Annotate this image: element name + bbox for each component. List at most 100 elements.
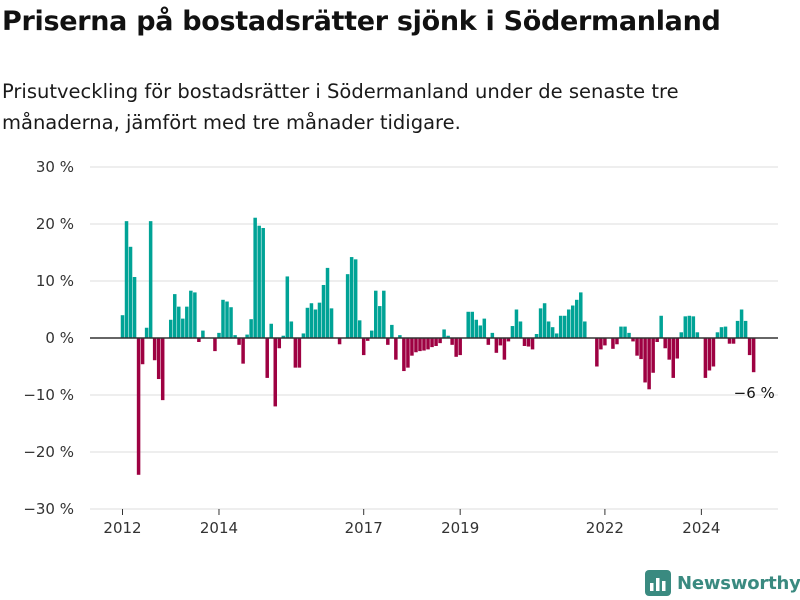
x-tick-label: 2014: [200, 519, 238, 537]
bar: [185, 306, 189, 338]
bar: [651, 338, 655, 373]
bar: [595, 338, 599, 367]
bar: [402, 338, 406, 372]
bar: [534, 334, 539, 338]
bar: [743, 320, 748, 338]
bar: [454, 338, 458, 357]
bar: [273, 338, 278, 407]
bar: [289, 321, 294, 338]
y-tick-label: 0 %: [45, 329, 74, 347]
bar: [478, 325, 483, 338]
axis-labels: 30 % 20 % 10 % 0 % −10 % −20 % −30 % 2012 2014 20…: [23, 158, 774, 537]
bar: [225, 301, 229, 338]
bar: [430, 338, 434, 348]
bar: [237, 338, 241, 345]
bar: [374, 290, 378, 338]
bar: [410, 338, 414, 356]
bar: [663, 338, 667, 349]
bar: [683, 316, 688, 338]
bar: [257, 225, 261, 338]
gridlines: [90, 166, 778, 510]
bar-chart: 30 % 20 % 10 % 0 % −10 % −20 % −30 % 2012 2014 20…: [23, 158, 778, 537]
bar: [695, 332, 700, 338]
bar: [241, 338, 245, 364]
bar: [747, 338, 752, 356]
bar: [643, 338, 647, 383]
bar: [193, 292, 197, 338]
bar: [229, 307, 233, 338]
bar: [611, 338, 615, 349]
bar: [679, 332, 684, 338]
page-title: Priserna på bostadsrätter sjönk i Söderm…: [2, 6, 721, 37]
bar: [659, 315, 663, 338]
x-tick-label: 2024: [682, 519, 720, 537]
bar: [361, 338, 366, 356]
bar: [217, 332, 221, 338]
bar: [466, 311, 470, 338]
bar: [136, 338, 141, 475]
bar: [148, 221, 153, 338]
bar: [446, 335, 450, 338]
bar: [458, 338, 462, 356]
bar: [213, 338, 217, 352]
bar: [390, 324, 394, 338]
bar: [627, 332, 631, 338]
bar: [305, 307, 310, 338]
bar: [450, 338, 454, 345]
bar: [647, 338, 651, 390]
bar: [406, 338, 410, 368]
bar: [317, 302, 322, 338]
bar: [197, 338, 201, 342]
bar: [418, 338, 422, 352]
bar: [619, 326, 623, 338]
bar: [739, 309, 744, 338]
bar: [711, 338, 716, 367]
bar: [506, 338, 511, 342]
bar: [562, 315, 567, 338]
bar: [691, 316, 696, 338]
bar: [168, 319, 173, 338]
bar: [526, 338, 531, 347]
bar: [128, 246, 133, 338]
bar: [675, 338, 680, 359]
bar: [297, 338, 302, 368]
bar: [518, 321, 523, 338]
bar: [337, 338, 342, 345]
bar: [615, 338, 619, 345]
bar: [156, 338, 161, 380]
bar: [631, 338, 635, 342]
bar: [502, 338, 507, 360]
bar: [603, 338, 607, 346]
bar: [687, 315, 692, 338]
bar: [715, 332, 720, 338]
bar: [329, 308, 334, 338]
bar: [470, 311, 474, 338]
bar: [177, 306, 181, 338]
bar: [583, 321, 587, 338]
bar: [353, 259, 358, 338]
bar: [369, 330, 374, 338]
y-tick-label: 30 %: [36, 158, 74, 176]
bar: [422, 338, 426, 351]
bar: [575, 299, 579, 338]
page-subtitle: Prisutveckling för bostadsrätter i Söder…: [2, 80, 679, 134]
bar: [313, 309, 318, 338]
bar: [538, 308, 543, 338]
bar: [510, 326, 515, 338]
bar: [623, 326, 627, 338]
y-tick-label: −20 %: [23, 443, 74, 461]
brand-name: Newsworthy: [677, 572, 800, 594]
bar: [293, 338, 298, 368]
bar: [558, 315, 563, 338]
bar: [201, 330, 205, 338]
bar: [522, 338, 527, 346]
bar: [181, 318, 185, 338]
bar: [498, 338, 503, 346]
y-tick-label: 20 %: [36, 215, 74, 233]
bar: [635, 338, 639, 356]
bar: [723, 326, 728, 338]
bar: [703, 338, 708, 378]
bar: [566, 309, 571, 338]
bar: [667, 338, 671, 360]
bar: [245, 334, 249, 338]
